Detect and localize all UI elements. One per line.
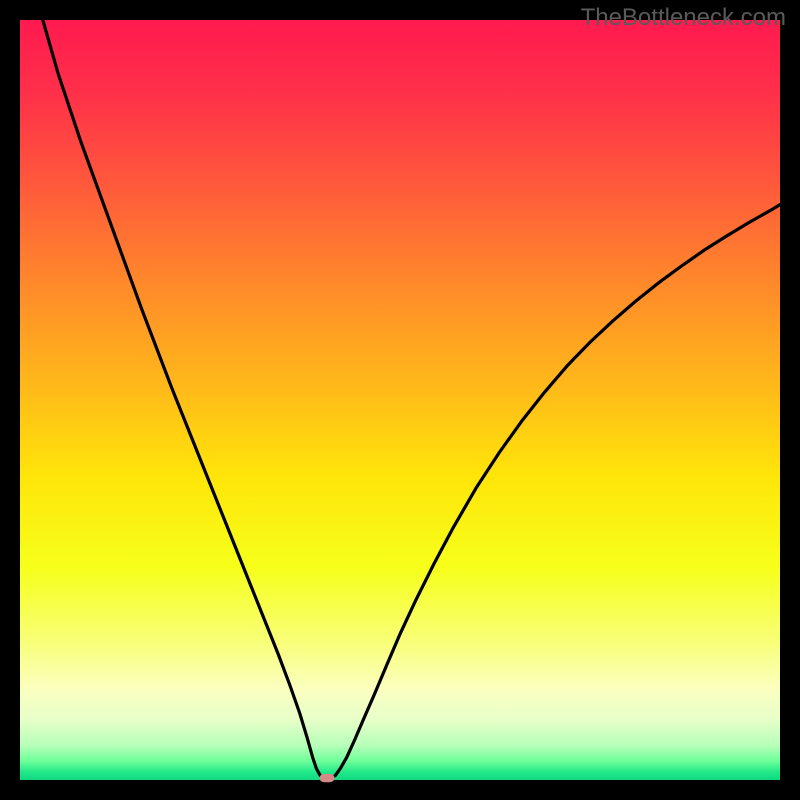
chart-frame: TheBottleneck.com — [0, 0, 800, 800]
optimum-marker — [319, 774, 334, 782]
chart-background — [20, 20, 780, 780]
bottleneck-chart — [0, 0, 800, 800]
watermark-text: TheBottleneck.com — [581, 4, 786, 32]
